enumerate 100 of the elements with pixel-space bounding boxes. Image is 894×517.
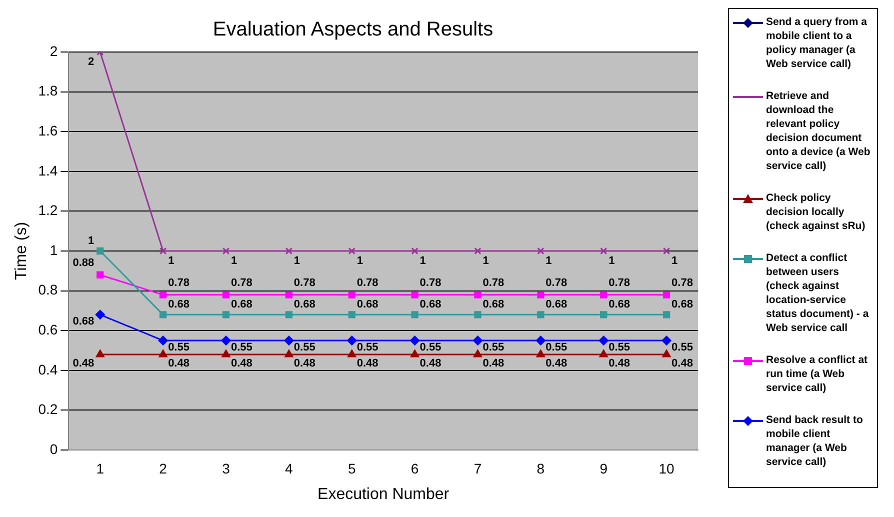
point [222,350,230,358]
point [600,247,608,255]
point [222,311,230,318]
point [472,336,482,346]
legend-label: Send a query from a mobile client to a policy manager (a Web service call) [766,15,868,71]
point [221,336,231,346]
x-tick-label: 1 [96,460,104,476]
data-label: 0.78 [230,276,252,289]
data-label: 0.68 [294,298,316,311]
point [159,311,167,318]
data-label: 0.48 [482,358,504,370]
point [600,311,608,318]
point [474,247,482,255]
data-label: 0.78 [546,276,568,289]
data-label: 0.78 [672,276,693,289]
point [96,350,104,358]
data-label: 0.55 [294,342,316,354]
data-label: 0.68 [230,298,252,311]
x-axis-title: Execution Number [318,486,450,503]
data-label: 0.48 [168,358,190,370]
data-label: 0.55 [672,342,693,354]
point [662,336,672,346]
point [284,336,294,346]
legend-label: Retrieve and download the relevant policy decision document onto a device (a Web service call) [766,89,872,173]
legend-label: Send back result to mobile client manager (a Web service call) [766,413,864,469]
data-label: 0.48 [420,358,442,370]
y-tick-label: 1 [50,242,58,258]
point [662,350,671,358]
point [222,291,230,298]
point [537,247,544,255]
point [474,291,482,298]
point [348,291,356,298]
data-label: 0.68 [356,298,378,311]
data-label: 0.55 [608,342,630,354]
point [662,291,670,298]
point [348,311,356,318]
point [96,271,104,278]
data-label: 0.78 [420,276,442,289]
data-label: 0.48 [546,358,568,370]
point [410,336,420,346]
point [598,336,608,346]
point [536,350,545,358]
data-label: 0.78 [168,276,190,289]
point [537,311,544,318]
point [348,247,356,255]
point [411,247,418,255]
y-tick-label: 0.4 [38,361,58,378]
point [662,247,670,255]
data-label: 0.78 [356,276,378,289]
data-label: 0.48 [72,358,94,370]
data-label: 0.55 [356,342,378,354]
data-label: 1 [482,255,489,268]
data-label: 1 [230,255,238,268]
data-label: 1 [88,235,94,248]
data-label: 1 [420,255,426,268]
data-label: 0.78 [294,276,316,289]
y-tick-label: 0.2 [38,401,58,418]
y-tick-label: 1.8 [38,82,58,99]
data-label: 0.68 [546,298,568,311]
x-tick-label: 2 [159,460,168,476]
point [159,247,167,255]
data-label: 1 [608,255,615,268]
point [158,336,168,346]
point [347,336,357,346]
legend-label: Check policy decision locally (check against sRu) [766,191,866,233]
point [95,310,105,320]
data-label: 0.48 [672,358,693,370]
data-label: 0.68 [672,298,693,311]
point [410,350,420,358]
chart-title: Evaluation Aspects and Results [212,18,494,41]
point [411,291,418,298]
y-tick-label: 2 [50,42,58,59]
point [599,350,608,358]
data-label: 0.55 [482,342,504,354]
x-tick-label: 6 [410,460,419,476]
point [158,350,168,358]
data-label: 0.55 [546,342,568,354]
point [285,311,293,318]
legend-label: Resolve a conflict at run time (a Web service call) [766,353,869,395]
data-label: 0.68 [482,298,504,311]
data-label: 0.68 [608,298,630,311]
point [662,311,670,318]
point [159,291,167,298]
data-label: 1 [294,255,300,268]
data-label: 0.88 [72,256,94,269]
point [536,336,546,346]
data-label: 2 [88,56,94,68]
data-label: 0.68 [420,298,442,311]
x-tick-label: 10 [658,460,675,476]
x-tick-label: 3 [222,460,230,476]
data-label: 0.68 [72,316,94,328]
data-label: 1 [546,255,552,268]
point [600,291,608,298]
x-tick-label: 5 [348,460,356,476]
point [537,291,544,298]
legend-label: Detect a conflict between users (check against location-service status document) - a Web service call [766,251,870,335]
data-label: 0.55 [168,342,190,354]
y-tick-label: 1.2 [38,202,58,218]
data-label: 1 [356,255,363,268]
y-tick-label: 0.8 [38,282,58,298]
